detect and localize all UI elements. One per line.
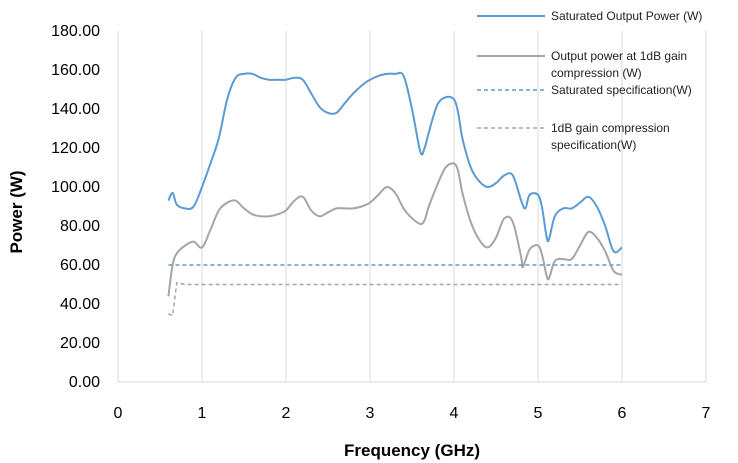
x-tick-label: 3 — [366, 405, 375, 422]
legend: Saturated Output Power (W) Output power a… — [477, 9, 702, 152]
legend-label: 1dB gain compression — [551, 121, 670, 135]
x-axis-title: Frequency (GHz) — [344, 441, 480, 460]
x-tick-label: 2 — [282, 405, 291, 422]
y-tick-label: 100.00 — [51, 179, 100, 196]
legend-label: Output power at 1dB gain — [551, 49, 687, 63]
legend-label: Saturated Output Power (W) — [551, 9, 702, 23]
series-lines — [167, 71, 623, 317]
series-line-1 — [167, 71, 623, 254]
tick-labels: 0.00 20.00 40.00 60.00 80.00 100.00 120.00 140.… — [51, 23, 710, 422]
y-tick-label: 180.00 — [51, 23, 100, 40]
x-tick-label: 6 — [618, 405, 627, 422]
y-tick-label: 140.00 — [51, 101, 100, 118]
x-tick-label: 5 — [534, 405, 543, 422]
x-tick-label: 0 — [114, 405, 123, 422]
y-tick-label: 20.00 — [60, 335, 100, 352]
y-tick-label: 120.00 — [51, 140, 100, 157]
x-tick-label: 4 — [450, 405, 459, 422]
x-tick-label: 7 — [702, 405, 711, 422]
legend-label: compression (W) — [551, 66, 642, 80]
y-tick-label: 0.00 — [69, 374, 100, 391]
series-line-4 — [168, 281, 622, 317]
y-tick-label: 80.00 — [60, 218, 100, 235]
grid — [201, 31, 707, 382]
y-tick-label: 40.00 — [60, 296, 100, 313]
legend-label: specification(W) — [551, 138, 636, 152]
y-tick-label: 160.00 — [51, 62, 100, 79]
axes — [117, 31, 706, 383]
y-tick-label: 60.00 — [60, 257, 100, 274]
legend-label: Saturated specification(W) — [551, 83, 692, 97]
x-tick-label: 1 — [198, 405, 207, 422]
series-line-2 — [167, 162, 623, 297]
y-axis-title: Power (W) — [7, 170, 26, 253]
